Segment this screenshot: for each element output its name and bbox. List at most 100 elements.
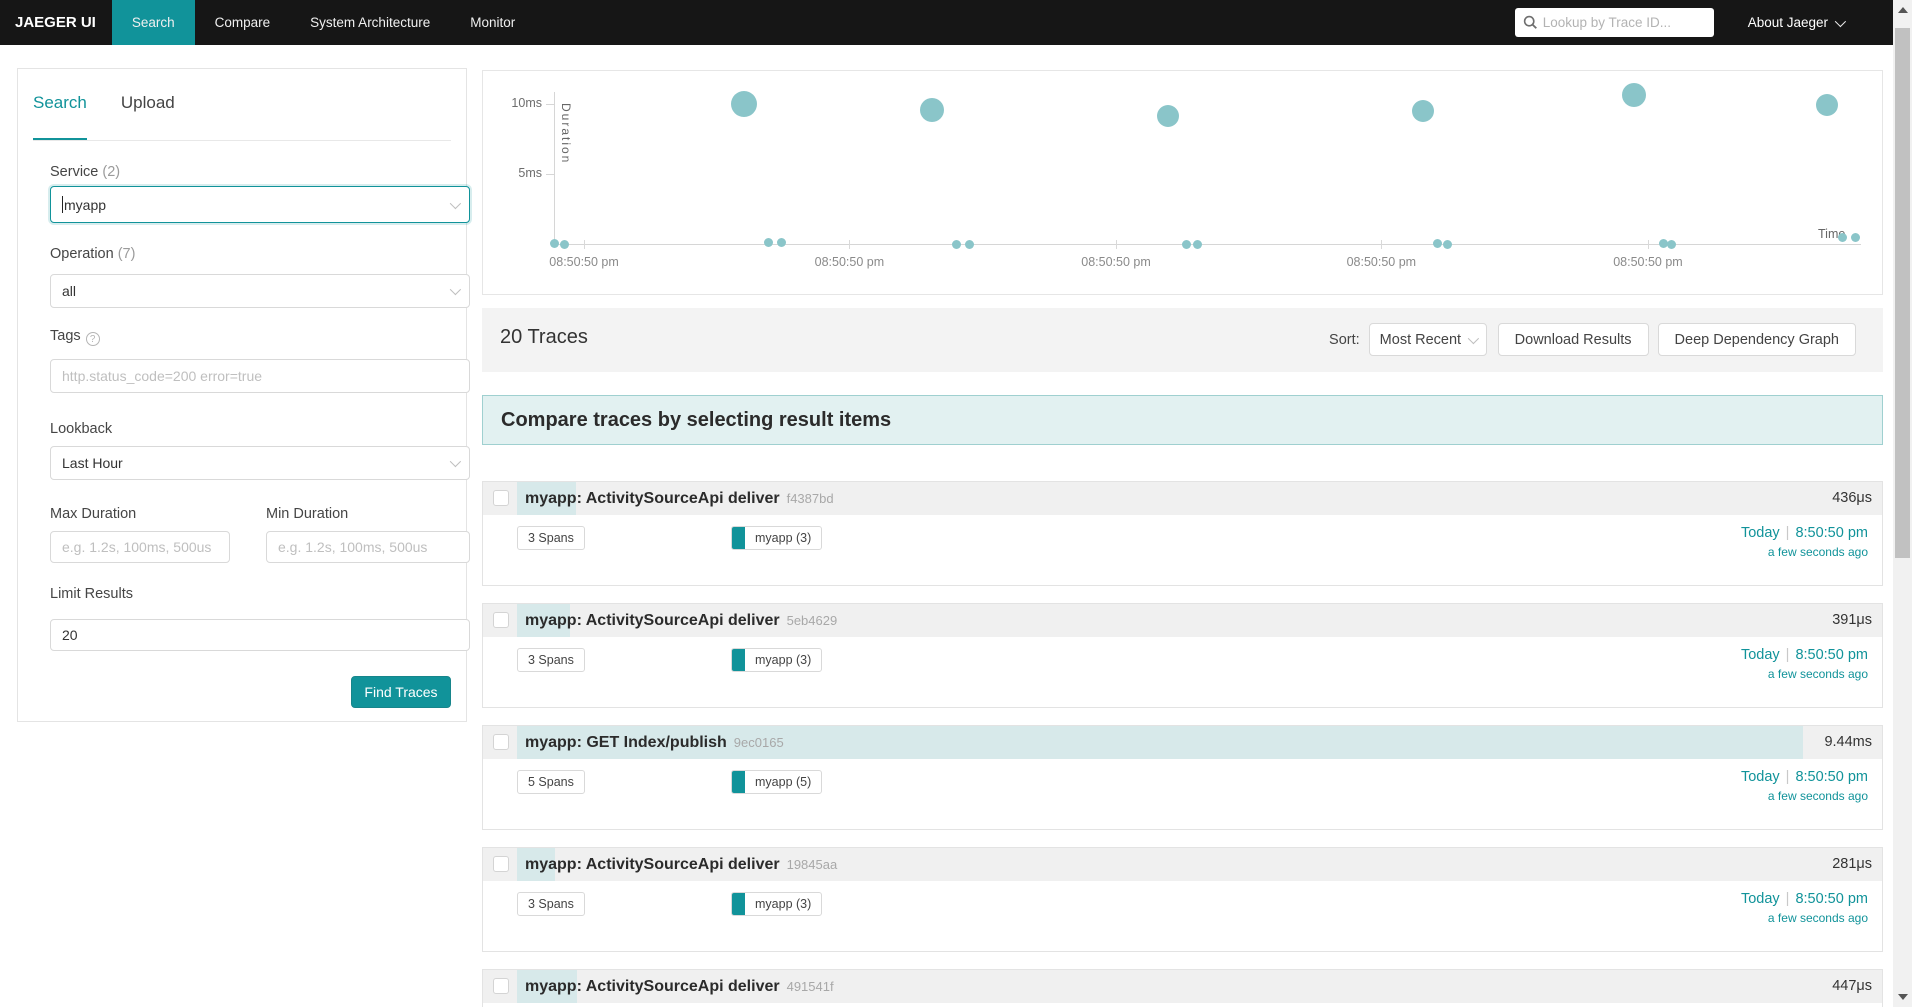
about-jaeger-menu[interactable]: About Jaeger (1748, 15, 1847, 30)
min-duration-wrap (266, 531, 470, 563)
duration-bar (517, 970, 578, 1003)
trace-timestamp: Today | 8:50:50 pm a few seconds ago (1741, 647, 1868, 681)
sort-select[interactable]: Most Recent (1368, 323, 1487, 356)
trace-select-checkbox[interactable] (493, 856, 509, 872)
trace-row-body: 5 Spans myapp (5) Today | 8:50:50 pm a few… (483, 759, 1882, 829)
scatter-point[interactable] (1157, 105, 1180, 128)
nav-tab-compare[interactable]: Compare (214, 15, 271, 30)
scatter-point[interactable] (549, 238, 559, 248)
timestamp-separator: | (1785, 891, 1790, 907)
nav-tab-monitor[interactable]: Monitor (470, 15, 516, 30)
trace-relative-time: a few seconds ago (1767, 667, 1868, 681)
scatter-point[interactable] (1851, 232, 1861, 242)
search-panel-tabs: Search Upload (33, 93, 451, 141)
trace-select-checkbox[interactable] (493, 490, 509, 506)
scatter-point[interactable] (1666, 239, 1676, 249)
trace-lookup-box[interactable] (1514, 8, 1714, 37)
service-tag-chip: myapp (3) (731, 526, 823, 550)
operation-label: Operation (7) (50, 246, 136, 262)
chevron-down-icon (449, 455, 462, 468)
sort-label: Sort: (1329, 331, 1360, 348)
trace-lookup-input[interactable] (1542, 15, 1703, 30)
operation-select[interactable]: all (50, 274, 470, 308)
trace-result-row[interactable]: myapp: ActivitySourceApi deliver 5eb4629 … (482, 603, 1883, 708)
search-panel: Search Upload Service (2) myapp Operatio… (17, 68, 470, 722)
scatter-point[interactable] (1659, 238, 1669, 248)
tab-upload[interactable]: Upload (120, 93, 175, 112)
scatter-point[interactable] (919, 98, 944, 123)
trace-relative-time: a few seconds ago (1767, 545, 1868, 559)
question-circle-icon[interactable]: ? (85, 332, 100, 346)
scatter-point[interactable] (559, 239, 569, 249)
vertical-scrollbar[interactable] (1893, 0, 1912, 1007)
results-header: 20 Traces Sort: Most Recent Download Res… (482, 308, 1883, 372)
timestamp-separator: | (1785, 525, 1790, 541)
scatter-point[interactable] (952, 239, 962, 249)
nav-tab-search[interactable]: Search (111, 0, 195, 45)
x-tick (1116, 240, 1117, 249)
scatter-point[interactable] (730, 91, 757, 117)
scatter-point[interactable] (1838, 233, 1848, 243)
trace-relative-time: a few seconds ago (1767, 789, 1868, 803)
trace-select-checkbox[interactable] (493, 978, 509, 994)
service-color-block (732, 649, 745, 671)
scatter-point[interactable] (776, 238, 786, 248)
trace-result-row[interactable]: myapp: ActivitySourceApi deliver 19845aa … (482, 847, 1883, 952)
tab-search[interactable]: Search (33, 93, 87, 140)
scatter-point[interactable] (1621, 83, 1646, 108)
duration-bar (517, 604, 571, 637)
trace-select-checkbox[interactable] (493, 734, 509, 750)
y-tick-label: 10ms (511, 96, 542, 110)
find-traces-button[interactable]: Find Traces (351, 676, 451, 708)
trace-select-checkbox[interactable] (493, 612, 509, 628)
scatter-point[interactable] (1816, 93, 1839, 116)
trace-title: myapp: ActivitySourceApi deliver 5eb4629 (525, 604, 837, 637)
trace-result-row[interactable]: myapp: ActivitySourceApi deliver f4387bd … (482, 481, 1883, 586)
span-count-chip: 3 Spans (517, 526, 585, 550)
chevron-down-icon (449, 197, 462, 209)
nav-tab-system-architecture[interactable]: System Architecture (310, 15, 431, 30)
tags-label: Tags? (50, 328, 100, 346)
trace-name: myapp: GET Index/publish (525, 734, 727, 751)
max-duration-input[interactable] (62, 539, 218, 555)
download-results-button[interactable]: Download Results (1497, 323, 1649, 356)
scatter-point[interactable] (965, 239, 975, 249)
tags-input[interactable] (62, 368, 458, 384)
scrollbar-up-arrow[interactable] (1898, 7, 1908, 13)
brand-logo[interactable]: JAEGER UI (15, 14, 96, 31)
trace-time: 8:50:50 pm (1795, 647, 1868, 663)
limit-results-input[interactable] (62, 627, 458, 643)
scatter-point[interactable] (1192, 239, 1202, 249)
min-duration-input[interactable] (278, 539, 458, 555)
service-tag-chip: myapp (3) (731, 648, 823, 672)
trace-result-row[interactable]: myapp: ActivitySourceApi deliver 491541f … (482, 969, 1883, 1007)
service-tag-chip: myapp (3) (731, 892, 823, 916)
trace-duration: 391μs (1832, 612, 1872, 628)
span-count-chip: 5 Spans (517, 770, 585, 794)
trace-result-row[interactable]: myapp: GET Index/publish 9ec0165 9.44ms 5… (482, 725, 1883, 830)
scrollbar-down-arrow[interactable] (1898, 994, 1908, 1000)
scatter-point[interactable] (763, 238, 773, 248)
trace-date: Today (1740, 891, 1780, 907)
x-tick-label: 08:50:50 pm (549, 255, 619, 269)
trace-row-header: myapp: GET Index/publish 9ec0165 9.44ms (483, 726, 1882, 759)
timestamp-separator: | (1785, 647, 1790, 663)
scatter-point[interactable] (1182, 239, 1192, 249)
results-header-controls: Sort: Most Recent Download Results Deep … (1329, 323, 1856, 356)
trace-title: myapp: ActivitySourceApi deliver 491541f (525, 970, 834, 1003)
service-select[interactable]: myapp (50, 186, 470, 223)
service-value: myapp (64, 196, 107, 213)
trace-row-header: myapp: ActivitySourceApi deliver 19845aa … (483, 848, 1882, 881)
lookback-select[interactable]: Last Hour (50, 446, 470, 480)
y-tick (546, 104, 554, 105)
service-tag-label: myapp (3) (755, 653, 812, 667)
scrollbar-thumb[interactable] (1895, 28, 1910, 558)
scatter-point[interactable] (1443, 239, 1453, 249)
tags-input-wrap (50, 359, 470, 393)
deep-dependency-graph-button[interactable]: Deep Dependency Graph (1657, 323, 1856, 356)
scatter-point[interactable] (1412, 100, 1435, 122)
service-tag-chip: myapp (5) (731, 770, 823, 794)
scatter-point[interactable] (1433, 238, 1443, 248)
trace-date: Today (1740, 525, 1780, 541)
timestamp-separator: | (1785, 769, 1790, 785)
